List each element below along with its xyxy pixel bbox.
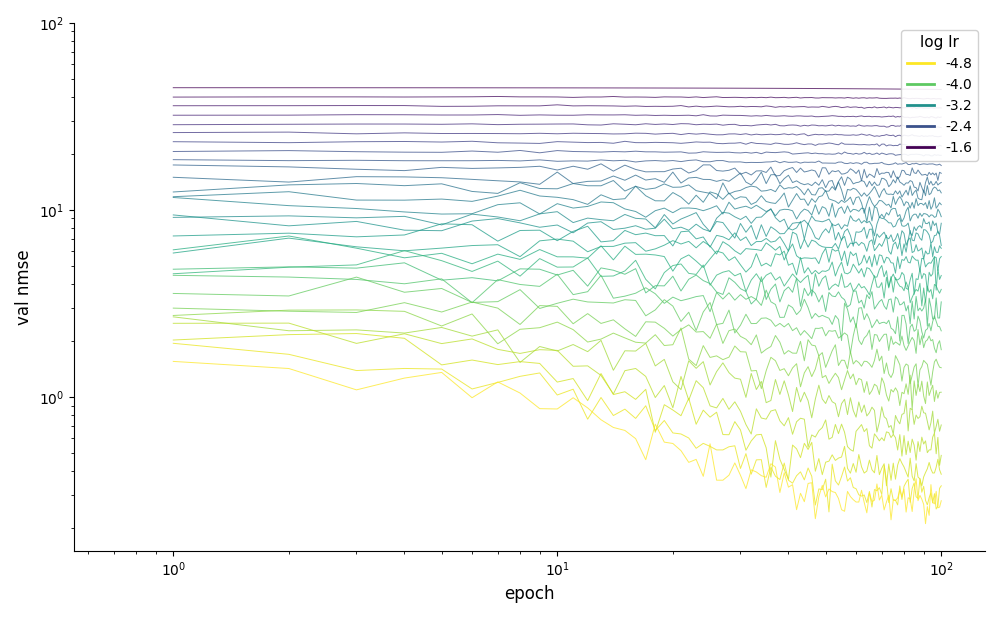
Y-axis label: val nmse: val nmse [15, 249, 33, 325]
Legend: -4.8, -4.0, -3.2, -2.4, -1.6: -4.8, -4.0, -3.2, -2.4, -1.6 [901, 30, 978, 161]
X-axis label: epoch: epoch [504, 585, 555, 603]
